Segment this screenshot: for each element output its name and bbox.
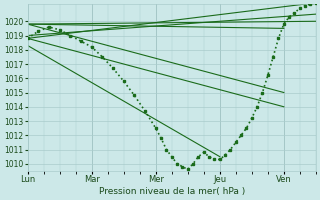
X-axis label: Pression niveau de la mer( hPa ): Pression niveau de la mer( hPa )	[99, 187, 245, 196]
